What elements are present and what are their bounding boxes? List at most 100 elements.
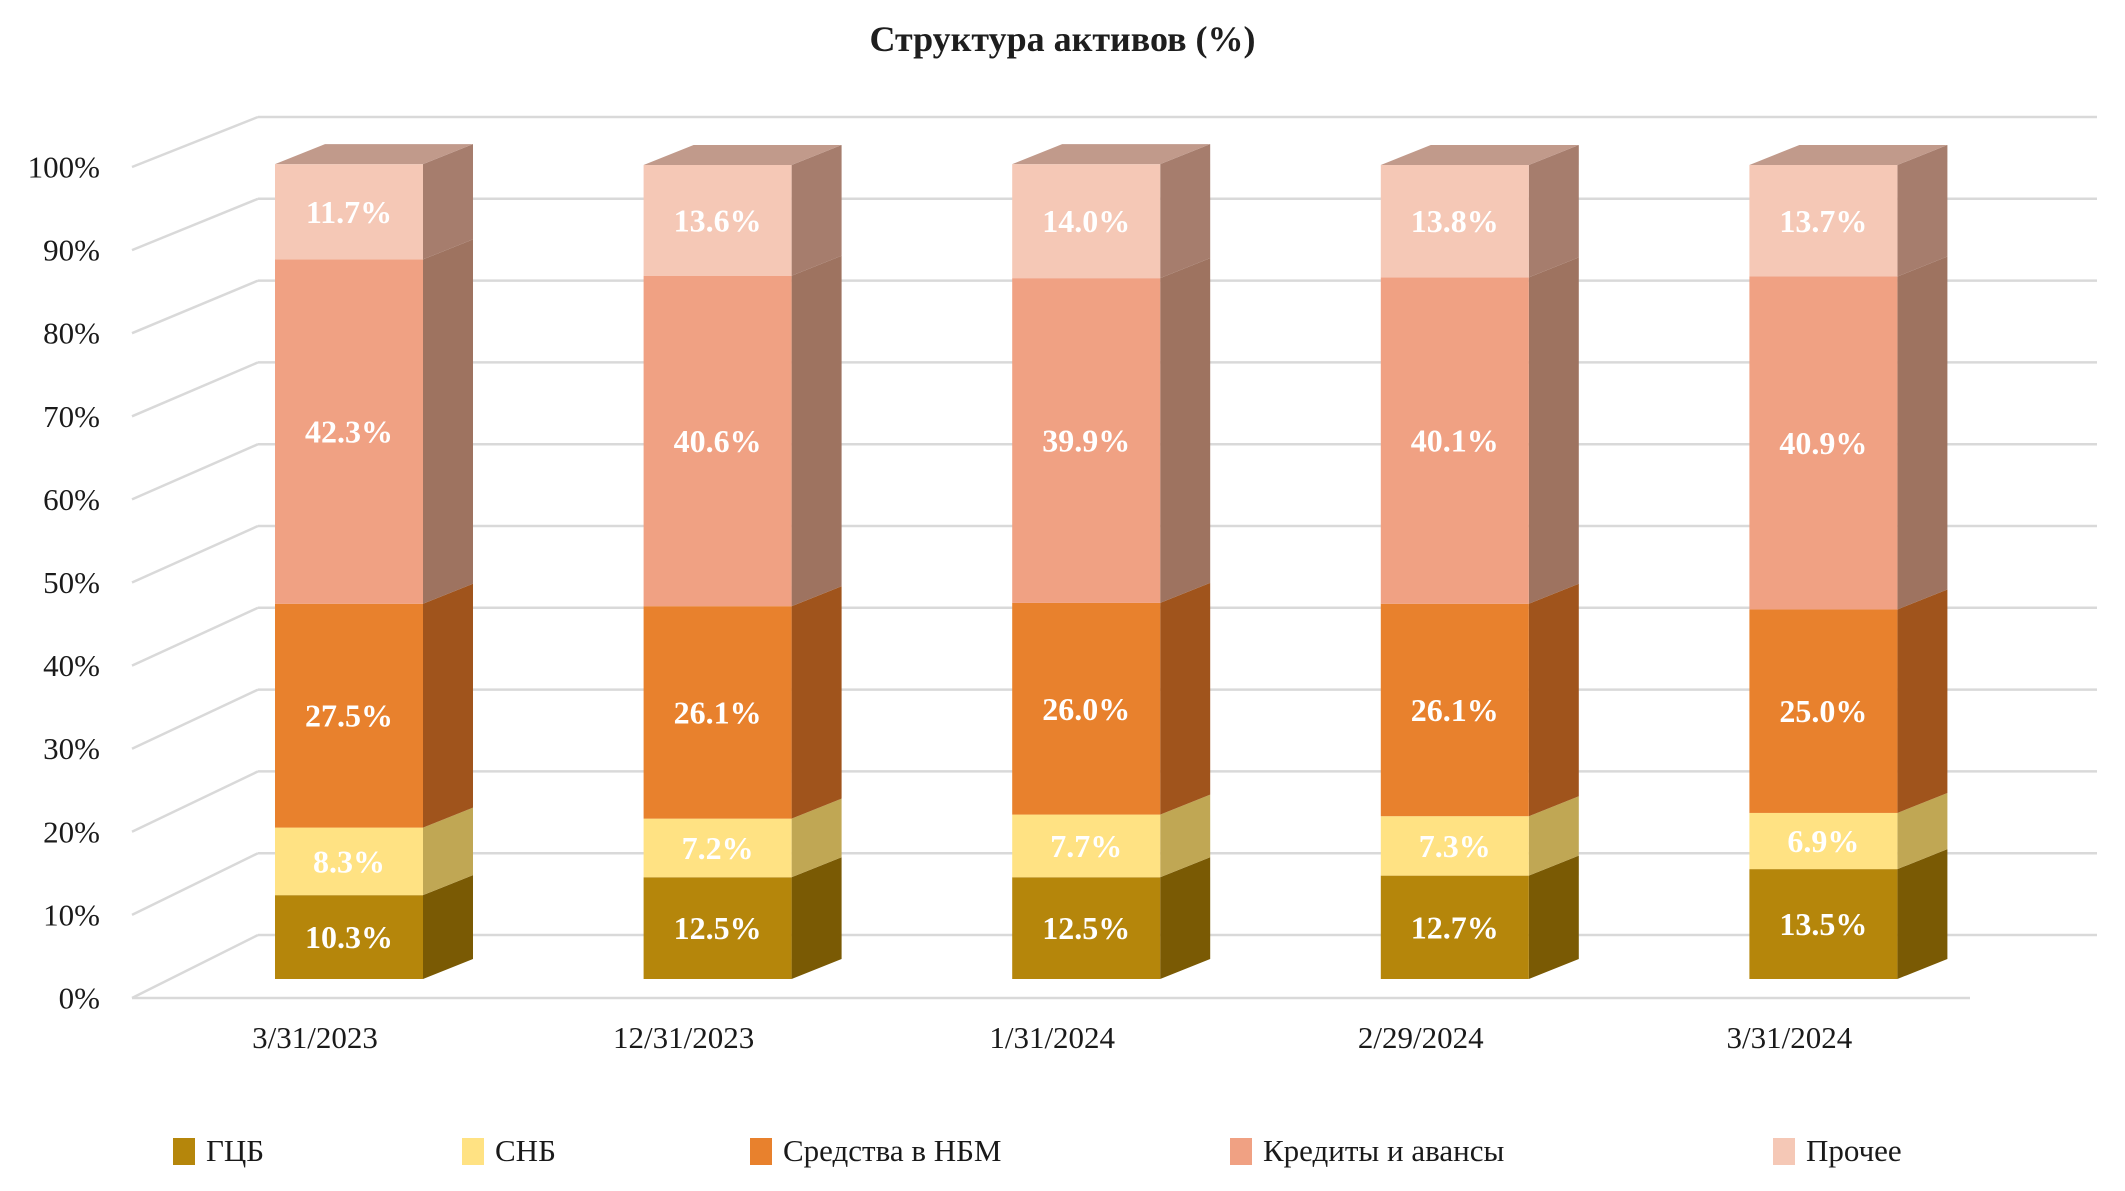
bar-segment-side <box>423 144 473 260</box>
segment-value-label: 10.3% <box>305 919 393 955</box>
gridline-depth-stub <box>131 279 259 335</box>
bar-segment-side <box>791 798 842 878</box>
y-axis-tick-label: 70% <box>43 399 100 434</box>
bar-segment <box>1012 164 1161 279</box>
segment-value-label: 42.3% <box>305 414 393 450</box>
bar-segment-side <box>423 239 473 604</box>
y-axis-tick-label: 80% <box>43 316 100 351</box>
segment-value-label: 6.9% <box>1787 823 1859 859</box>
segment-value-label: 12.5% <box>1042 910 1130 946</box>
y-axis-tick-label: 10% <box>43 897 100 932</box>
segment-value-label: 27.5% <box>305 698 393 734</box>
bar-segment <box>275 895 423 979</box>
gridline-depth-stub <box>131 688 259 750</box>
legend-swatch <box>1230 1137 1252 1165</box>
bar-segment-side <box>791 586 842 819</box>
segment-value-label: 40.9% <box>1779 425 1867 461</box>
legend-item-4: Кредиты и авансы <box>1230 1133 1504 1169</box>
bar-segment <box>1012 278 1161 603</box>
segment-value-label: 39.9% <box>1042 423 1130 459</box>
bar-segment <box>1380 165 1529 278</box>
bar-segment-side <box>791 255 842 607</box>
bar-segment-side <box>423 583 473 828</box>
bar-segment-side <box>423 807 473 896</box>
segment-value-label: 14.0% <box>1042 203 1130 239</box>
legend-label: ГЦБ <box>206 1133 265 1168</box>
y-axis-tick-label: 40% <box>43 648 100 683</box>
segment-value-label: 13.7% <box>1779 203 1867 239</box>
segment-value-label: 25.0% <box>1779 693 1867 729</box>
segment-value-label: 7.7% <box>1050 828 1122 864</box>
gridline-depth-stub <box>131 361 259 418</box>
legend-label: Кредиты и авансы <box>1263 1133 1505 1168</box>
gridline-depth-stub <box>131 443 259 501</box>
y-axis-tick-label: 100% <box>28 150 100 185</box>
bar-segment <box>643 877 792 979</box>
bar-segment-side <box>791 857 842 979</box>
segment-value-label: 13.6% <box>674 202 762 238</box>
bar-segment <box>1380 277 1529 604</box>
bar-segment <box>275 827 423 896</box>
bar-segment-side <box>1897 145 1948 277</box>
bar-segment <box>1749 869 1898 979</box>
segment-value-label: 26.1% <box>674 694 762 730</box>
bar-segment-side <box>1528 145 1579 278</box>
x-axis-category-label: 3/31/2023 <box>252 1020 378 1055</box>
bar-top-face <box>275 144 473 165</box>
bar-segment-side <box>1160 582 1211 815</box>
y-axis-tick-label: 90% <box>43 233 100 268</box>
y-axis-tick-label: 20% <box>43 814 100 849</box>
gridline-depth-stub <box>131 770 259 833</box>
bar-segment-side <box>1528 796 1579 876</box>
bar-segment <box>643 165 792 276</box>
segment-value-label: 11.7% <box>306 194 392 230</box>
bar-segment <box>643 275 792 607</box>
legend-item-5: Прочее <box>1773 1133 1902 1169</box>
plot-area: 0% 10% 20% 30% 40% 50% 60% 70% 80% 90% 100% 10.3% 8.… <box>28 115 2097 1055</box>
legend-swatch <box>750 1137 772 1165</box>
y-axis-tick-label: 0% <box>59 981 100 1016</box>
chart-title: Структура активов (%) <box>869 19 1256 59</box>
gridline-depth-stub <box>131 933 259 1000</box>
segment-value-label: 13.5% <box>1779 906 1867 942</box>
x-axis-category-label: 1/31/2024 <box>989 1020 1115 1055</box>
segment-value-label: 13.8% <box>1411 203 1499 239</box>
bar-segment-side <box>1897 792 1948 870</box>
legend-item-2: СНБ <box>462 1133 556 1169</box>
bar-segment <box>1012 602 1161 815</box>
bar-segment-side <box>423 875 473 979</box>
bar-top-face <box>643 145 842 165</box>
x-axis-category-label: 2/29/2024 <box>1358 1020 1484 1055</box>
y-axis-tick-label: 60% <box>43 482 100 517</box>
gridline-depth-stub <box>131 606 259 667</box>
legend-label: СНБ <box>495 1133 556 1168</box>
segment-value-label: 12.5% <box>674 910 762 946</box>
segment-value-label: 7.2% <box>682 830 754 866</box>
bar-segment-side <box>1160 144 1211 279</box>
legend-item-1: ГЦБ <box>173 1133 264 1169</box>
legend-item-3: Средства в НБМ <box>750 1133 1001 1169</box>
segment-value-label: 12.7% <box>1411 909 1499 945</box>
bar-segment-side <box>1897 256 1948 610</box>
y-axis-tick-label: 30% <box>43 731 100 766</box>
segment-value-label: 7.3% <box>1419 828 1491 864</box>
bar-segment-side <box>1528 257 1579 604</box>
bar-segment <box>275 164 423 260</box>
bar-top-face <box>1749 145 1948 165</box>
bar-segment-side <box>1160 258 1211 603</box>
legend-label: Средства в НБМ <box>783 1133 1002 1168</box>
bar-segment-side <box>1160 857 1211 979</box>
x-axis-category-label: 3/31/2024 <box>1727 1020 1853 1055</box>
gridline-depth-stub <box>131 197 259 252</box>
legend-swatch <box>462 1137 484 1165</box>
bar-segment <box>275 603 423 828</box>
gridline-depth-stub <box>131 115 259 169</box>
segment-value-label: 26.0% <box>1042 691 1130 727</box>
segment-value-label: 26.1% <box>1411 692 1499 728</box>
x-axis-category-label: 12/31/2023 <box>613 1020 754 1055</box>
segment-value-label: 40.6% <box>674 423 762 459</box>
bar-segment <box>1380 875 1529 979</box>
bar-segment <box>643 606 792 819</box>
bar-segment <box>1749 609 1898 813</box>
